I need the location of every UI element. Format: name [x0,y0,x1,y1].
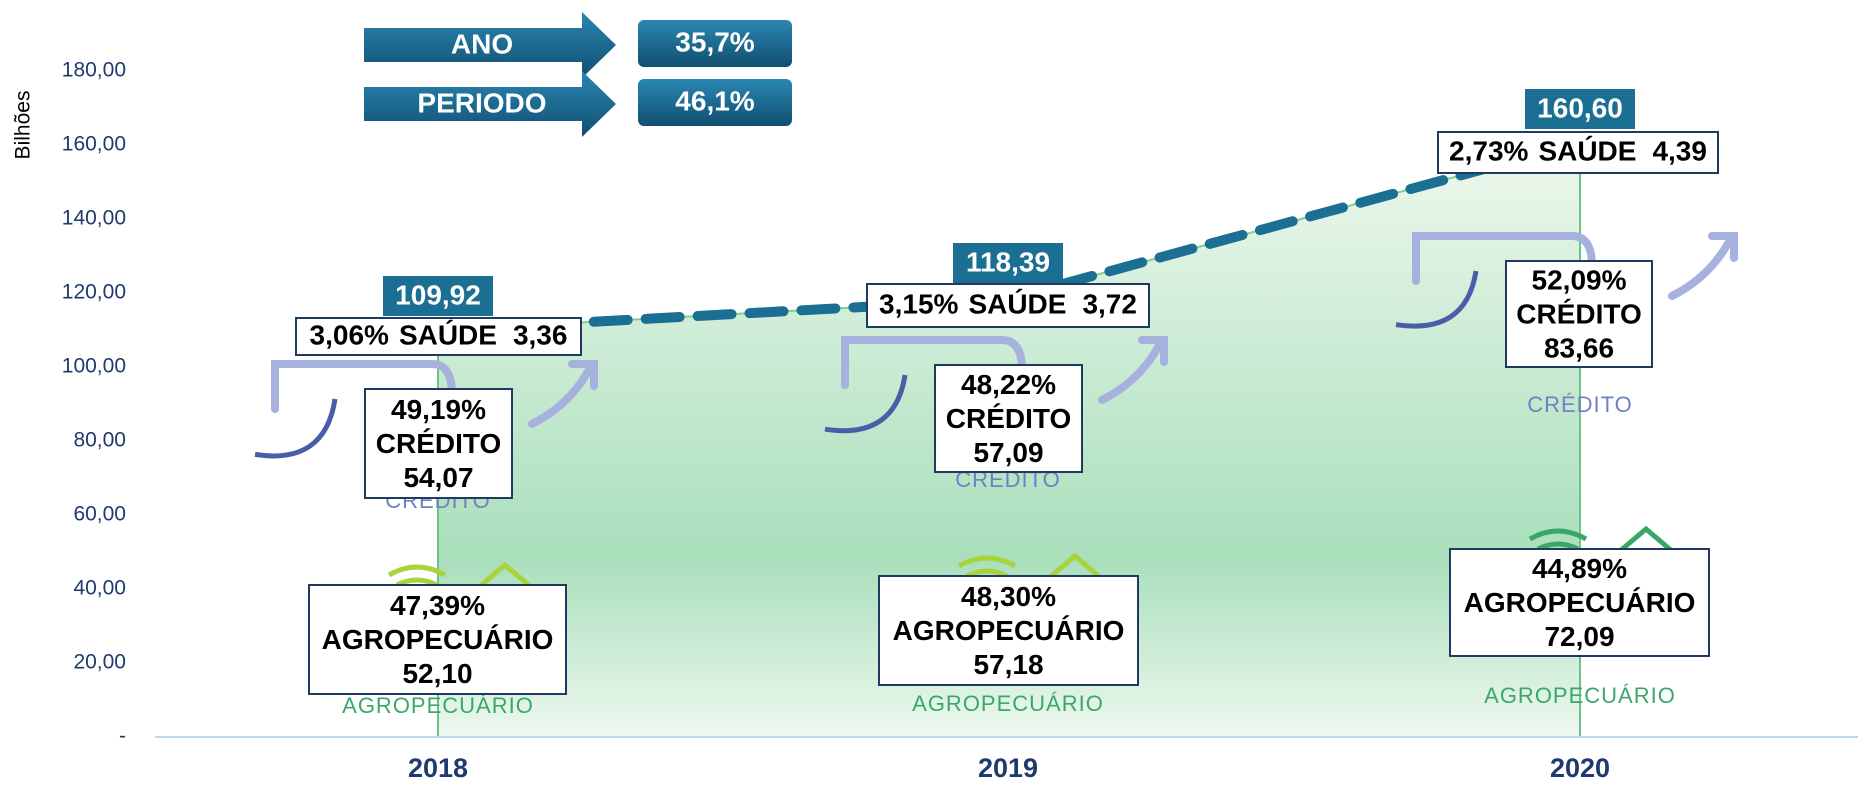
share-text: AGROPECUÁRIO [1464,587,1696,618]
agro-icon [957,552,1103,580]
share-text: 57,18 [973,649,1043,680]
agro-icon [387,561,533,589]
share-box [295,317,582,356]
y-tick-label: 60,00 [73,503,126,526]
growth-value: 35,7% [675,26,754,57]
share-text: 52,09% [1532,264,1627,295]
credit-icon [254,398,338,459]
y-tick-label: 100,00 [62,355,126,378]
share-box [364,388,513,499]
share-part: 3,72 [1082,289,1137,320]
share-box [1449,548,1710,657]
share-text: CRÉDITO [376,428,502,459]
share-text: CRÉDITO [946,403,1072,434]
total-label-box [1525,89,1635,129]
total-label: 160,60 [1537,92,1623,123]
share-part: SAÚDE [968,289,1066,320]
icon-label: AGROPECUÁRIO [1484,683,1676,708]
share-text: 54,07 [403,462,473,493]
share-text: 52,10 [402,658,472,689]
y-tick-label: 40,00 [73,577,126,600]
share-box [1437,131,1719,174]
share-text: 3,15% SAÚDE 3,72 [879,289,1137,320]
y-axis-label: Bilhões [12,91,35,160]
growth-value: 46,1% [675,85,754,116]
credit-icon [1395,270,1479,329]
share-text: 2,73% SAÚDE 4,39 [1449,136,1707,167]
share-text: AGROPECUÁRIO [322,624,554,655]
share-text: 48,30% [961,581,1056,612]
icon-label: CRÉDITO [1527,392,1633,417]
share-box [308,584,567,695]
share-text: 48,22% [961,369,1056,400]
share-text: 49,19% [391,394,486,425]
credit-icon-arrow [1412,232,1738,300]
y-tick-label: 120,00 [62,281,126,304]
x-tick-label: 2018 [408,753,468,783]
share-part: 3,36 [513,320,568,351]
share-text: AGROPECUÁRIO [893,615,1125,646]
share-part: 2,73% [1449,136,1528,167]
icon-label: AGROPECUÁRIO [342,693,534,718]
share-text: 83,66 [1544,332,1614,363]
share-part: SAÚDE [1538,136,1636,167]
share-text: 3,06% SAÚDE 3,36 [310,320,568,351]
growth-arrow [364,12,616,78]
share-box [934,364,1083,473]
y-tick-label: 140,00 [62,207,126,230]
share-text: 47,39% [390,590,485,621]
share-box [866,283,1150,328]
agro-icon [1528,525,1674,553]
share-part: 4,39 [1652,136,1707,167]
y-tick-label: 80,00 [73,429,126,452]
growth-label: ANO [451,28,513,59]
x-tick-label: 2019 [978,753,1038,783]
y-tick-label: 160,00 [62,133,126,156]
total-label: 109,92 [395,279,481,310]
x-tick-label: 2020 [1550,753,1610,783]
y-tick-label: 20,00 [73,651,126,674]
y-tick-label: 180,00 [62,59,126,82]
growth-arrow [364,71,616,137]
total-label: 118,39 [966,246,1050,277]
total-label-box [383,276,493,316]
credit-icon-arrow [841,336,1168,404]
share-box [878,575,1139,686]
share-part: SAÚDE [399,320,497,351]
credit-icon-arrow [271,360,598,428]
icon-label: AGROPECUÁRIO [912,691,1104,716]
credit-icon [824,374,908,434]
share-box [1505,260,1653,368]
share-text: CRÉDITO [1516,298,1642,329]
share-text: 57,09 [973,437,1043,468]
share-part: 3,06% [310,320,389,351]
total-label-box [953,243,1063,283]
growth-box [638,20,792,67]
share-text: 72,09 [1544,621,1614,652]
growth-label: PERIODO [417,87,546,118]
share-part: 3,15% [879,289,958,320]
growth-box [638,79,792,126]
share-text: 44,89% [1532,553,1627,584]
y-tick-label: - [119,725,126,748]
